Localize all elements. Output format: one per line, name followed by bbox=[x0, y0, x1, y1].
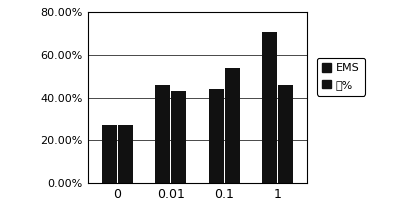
Bar bbox=[171, 91, 186, 183]
Legend: EMS, 苗%: EMS, 苗% bbox=[317, 58, 365, 95]
Bar bbox=[209, 89, 224, 183]
Bar bbox=[118, 125, 133, 183]
Bar bbox=[155, 85, 170, 183]
Bar bbox=[262, 32, 277, 183]
Bar bbox=[279, 85, 293, 183]
Bar bbox=[102, 125, 117, 183]
Bar bbox=[225, 68, 240, 183]
